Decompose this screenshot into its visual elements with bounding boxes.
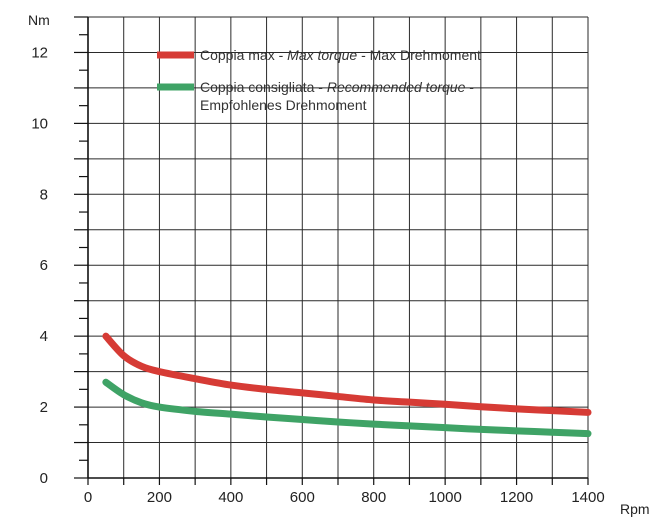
legend: Coppia max - Max torque - Max Drehmoment… [157,47,481,113]
y-tick-label: 12 [31,44,48,61]
grid [88,16,589,478]
y-tick-label: 4 [40,328,48,345]
x-axis-label: Rpm [620,501,650,517]
legend-label-recommended-torque-line2: Empfohlenes Drehmoment [200,97,367,113]
series-lines [102,332,592,438]
x-tick-label: 400 [218,489,243,506]
legend-label-max-torque-part3: - Max Drehmoment [357,47,481,63]
x-tick-label: 200 [147,489,172,506]
series-line-max-torque [102,332,592,416]
y-tick-label: 10 [31,115,48,132]
y-tick-label: 8 [40,186,48,203]
legend-label-recommended-torque: Coppia consigliata - Recommended torque … [200,79,474,95]
legend-label-recommended-torque-part1: Coppia consigliata - [200,79,327,95]
x-tick-label: 1000 [428,489,461,506]
y-tick-label: 2 [40,399,48,416]
x-tick-label: 1400 [571,489,604,506]
x-tick-label: 1200 [500,489,533,506]
x-tick-label: 600 [290,489,315,506]
legend-label-recommended-torque-part2: Recommended torque [327,79,466,95]
x-tick-label: 800 [361,489,386,506]
series-line-recommended-torque [102,378,592,438]
y-axis-label: Nm [28,12,50,28]
legend-label-max-torque: Coppia max - Max torque - Max Drehmoment [200,47,481,63]
x-tick-label: 0 [84,489,92,506]
axes [74,16,589,485]
y-tick-label: 6 [40,257,48,274]
legend-label-max-torque-part1: Coppia max - [200,47,287,63]
legend-label-recommended-torque-part3: - [465,79,474,95]
y-tick-label: 0 [40,470,48,487]
legend-label-max-torque-part2: Max torque [287,47,357,63]
tick-labels: 0 2 4 6 8 10 12 0 200 400 600 800 1000 1200 1400 [31,44,604,506]
